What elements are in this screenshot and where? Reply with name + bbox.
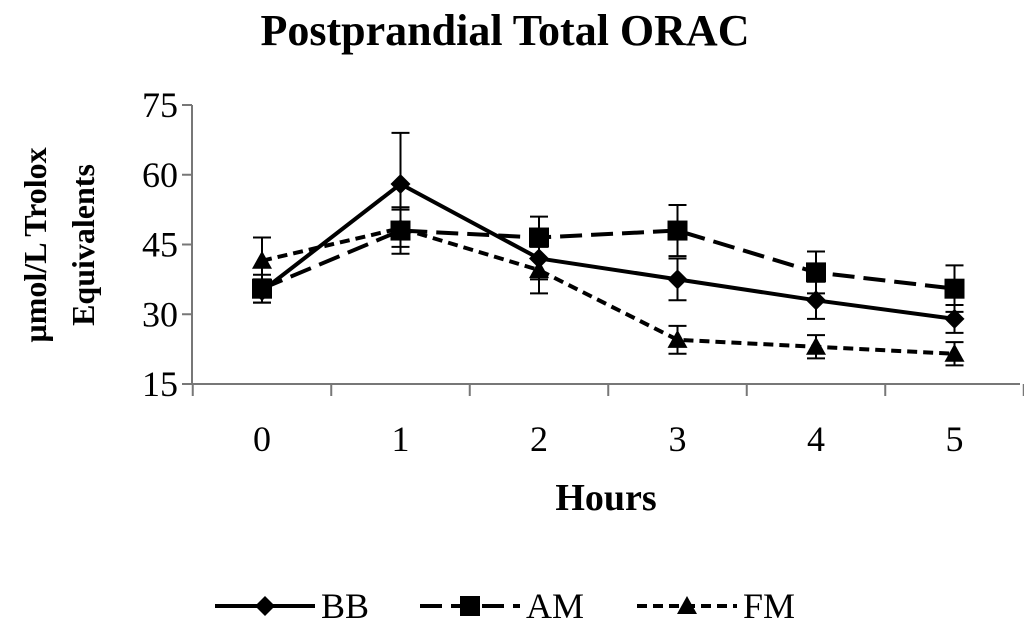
data-point-fm xyxy=(944,343,965,362)
legend-marker-am xyxy=(460,596,480,616)
data-point-fm xyxy=(529,260,549,279)
legend: BB AM FM xyxy=(215,586,795,625)
data-point-fm xyxy=(806,336,826,355)
data-point-fm xyxy=(390,218,411,237)
legend-marker-bb xyxy=(255,596,275,616)
legend-label-am: AM xyxy=(526,586,584,625)
data-point-am xyxy=(529,227,549,248)
y-axis-label-line-2: Equivalents xyxy=(65,164,101,326)
x-tick-label: 0 xyxy=(253,419,271,459)
y-tick-label: 30 xyxy=(142,294,178,334)
data-point-am xyxy=(944,278,965,299)
x-tick-label: 4 xyxy=(807,419,825,459)
y-tick-label: 75 xyxy=(142,85,178,125)
x-tick-label: 5 xyxy=(946,419,964,459)
data-point-bb xyxy=(667,269,688,290)
data-point-fm xyxy=(667,329,688,348)
data-point-bb xyxy=(806,290,826,311)
data-point-bb xyxy=(944,308,965,329)
series-line-fm xyxy=(261,226,955,356)
x-tick-label: 1 xyxy=(392,419,410,459)
x-tick-label: 3 xyxy=(669,419,687,459)
x-axis-label: Hours xyxy=(555,477,656,519)
chart-title: Postprandial Total ORAC xyxy=(261,6,750,55)
x-tick-label: 2 xyxy=(530,419,548,459)
data-point-am xyxy=(806,262,826,283)
y-tick-label: 15 xyxy=(142,364,178,404)
y-tick-label: 60 xyxy=(142,155,178,195)
y-tick-label: 45 xyxy=(142,225,178,265)
legend-label-fm: FM xyxy=(743,586,795,625)
legend-marker-fm xyxy=(677,596,697,614)
series-line-am xyxy=(261,228,955,291)
legend-label-bb: BB xyxy=(321,586,369,625)
data-point-bb xyxy=(390,174,411,195)
series-line-bb xyxy=(260,182,955,321)
data-point-fm xyxy=(252,250,272,269)
y-axis-label-line-1: µmol/L Trolox xyxy=(17,147,53,342)
data-point-am xyxy=(667,220,688,241)
